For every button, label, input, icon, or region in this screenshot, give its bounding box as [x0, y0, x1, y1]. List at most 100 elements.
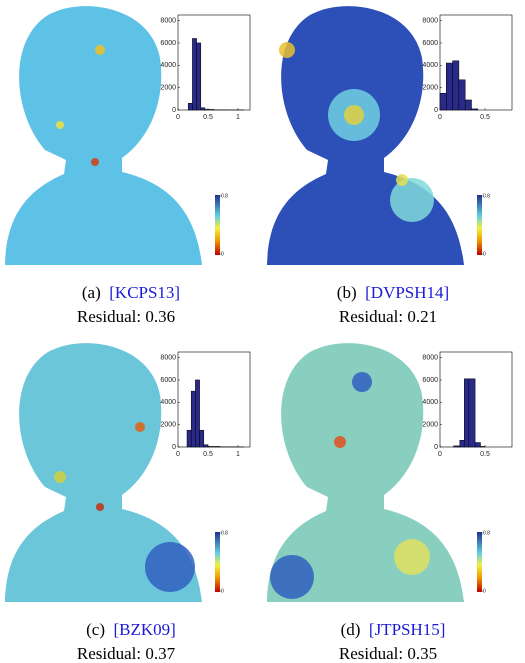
histogram-bar [192, 38, 197, 111]
colorbar-tick-label: 0 [221, 251, 224, 257]
caption: (d) [JTPSH15] [341, 620, 446, 639]
y-tick-label: 0 [172, 107, 176, 114]
colorbar [215, 532, 220, 592]
histogram-bar [203, 444, 209, 448]
mesh-highlight [334, 436, 346, 448]
x-tick-label: 1 [236, 114, 240, 121]
citation-link[interactable]: [DVPSH14] [365, 283, 449, 302]
panel: 0 2000 4000 6000 8000 0 0.5 0 0.8 (b) [DVPSH14] Re… [267, 6, 513, 326]
y-tick-label: 2000 [160, 84, 176, 91]
caption: (a) [KCPS13] [82, 283, 180, 302]
y-tick-label: 4000 [422, 62, 438, 69]
colorbar-tick-label: 0 [483, 251, 486, 257]
colorbar [215, 195, 220, 255]
histogram-bar [204, 109, 215, 111]
y-tick-label: 2000 [422, 421, 438, 428]
histogram-bar [190, 390, 196, 448]
colorbar-tick-label: 0 [221, 588, 224, 594]
mesh-highlight [145, 542, 195, 592]
citation-link[interactable]: [BZK09] [114, 620, 176, 639]
y-tick-label: 8000 [422, 17, 438, 24]
citation-link[interactable]: [KCPS13] [109, 283, 180, 302]
residual: Residual: 0.36 [77, 307, 175, 326]
y-tick-label: 0 [434, 444, 438, 451]
y-tick-label: 8000 [422, 354, 438, 361]
residual: Residual: 0.21 [339, 307, 437, 326]
histogram-bar [468, 378, 476, 448]
residual: Residual: 0.37 [77, 644, 176, 663]
histogram-bar [464, 378, 470, 448]
panel: 0 2000 4000 6000 8000 0 0.5 0 0.8 (d) [JTPSH15] Re… [267, 343, 513, 663]
histogram-bar [471, 108, 479, 111]
histogram-bar [187, 103, 193, 111]
mesh-highlight [95, 45, 105, 55]
mesh-render [5, 343, 202, 602]
mesh-highlight [344, 105, 364, 125]
y-tick-label: 0 [172, 444, 176, 451]
y-tick-label: 6000 [422, 377, 438, 384]
y-tick-label: 4000 [422, 399, 438, 406]
y-tick-label: 2000 [422, 84, 438, 91]
histogram-bar [200, 107, 206, 111]
mesh-render [267, 343, 464, 602]
x-tick-label: 0 [438, 451, 442, 458]
citation-link[interactable]: [JTPSH15] [369, 620, 446, 639]
caption-label: (c) [86, 620, 105, 639]
x-tick-label: 0.5 [203, 114, 213, 121]
y-tick-label: 6000 [160, 40, 176, 47]
histogram-bar [464, 99, 472, 111]
histogram-bar [196, 42, 202, 111]
x-tick-label: 0 [176, 114, 180, 121]
mesh-highlight [54, 471, 66, 483]
y-tick-label: 8000 [160, 354, 176, 361]
y-tick-label: 2000 [160, 421, 176, 428]
histogram-bar [207, 446, 221, 448]
histogram-background [439, 351, 513, 448]
y-tick-label: 8000 [160, 17, 176, 24]
x-tick-label: 0.5 [203, 451, 213, 458]
colorbar [477, 532, 482, 592]
histogram-background [177, 14, 251, 111]
x-tick-label: 0.5 [480, 451, 490, 458]
mesh-highlight [396, 174, 408, 186]
colorbar-tick-label: 0.8 [221, 530, 228, 536]
histogram-bar [474, 442, 481, 448]
x-tick-label: 0 [438, 114, 442, 121]
mesh-render [5, 6, 202, 266]
colorbar [477, 195, 482, 255]
x-tick-label: 0 [176, 451, 180, 458]
mesh-highlight [394, 539, 430, 575]
colorbar-tick-label: 0 [483, 588, 486, 594]
histogram-bar [480, 446, 486, 448]
mesh-highlight [352, 372, 372, 392]
y-tick-label: 4000 [160, 62, 176, 69]
histogram-bar [453, 445, 461, 448]
panel: 0 2000 4000 6000 8000 0 0.5 1 0 0.8 (c) [BZK09] Res… [5, 343, 251, 663]
mesh-highlight [96, 503, 104, 511]
caption-label: (a) [82, 283, 101, 302]
histogram-bar [186, 429, 192, 448]
x-tick-label: 1 [236, 451, 240, 458]
y-tick-label: 6000 [422, 40, 438, 47]
caption-label: (b) [337, 283, 357, 302]
caption-label: (d) [341, 620, 361, 639]
mesh-highlight [135, 422, 145, 432]
y-tick-label: 6000 [160, 377, 176, 384]
mesh-highlight [270, 555, 314, 599]
histogram-bar [458, 79, 466, 111]
histogram-bar [459, 440, 465, 448]
histogram-bar [452, 60, 460, 111]
mesh-highlight [390, 178, 434, 222]
caption: (c) [BZK09] [86, 620, 176, 639]
mesh-highlight [279, 42, 295, 58]
mesh-highlight [56, 121, 64, 129]
histogram-bar [195, 379, 200, 448]
y-tick-label: 4000 [160, 399, 176, 406]
colorbar-tick-label: 0.8 [483, 193, 490, 199]
histogram-bar [446, 62, 453, 111]
colorbar-tick-label: 0.8 [483, 530, 490, 536]
residual: Residual: 0.35 [339, 644, 437, 663]
colorbar-tick-label: 0.8 [221, 193, 228, 199]
mesh-highlight [91, 158, 99, 166]
